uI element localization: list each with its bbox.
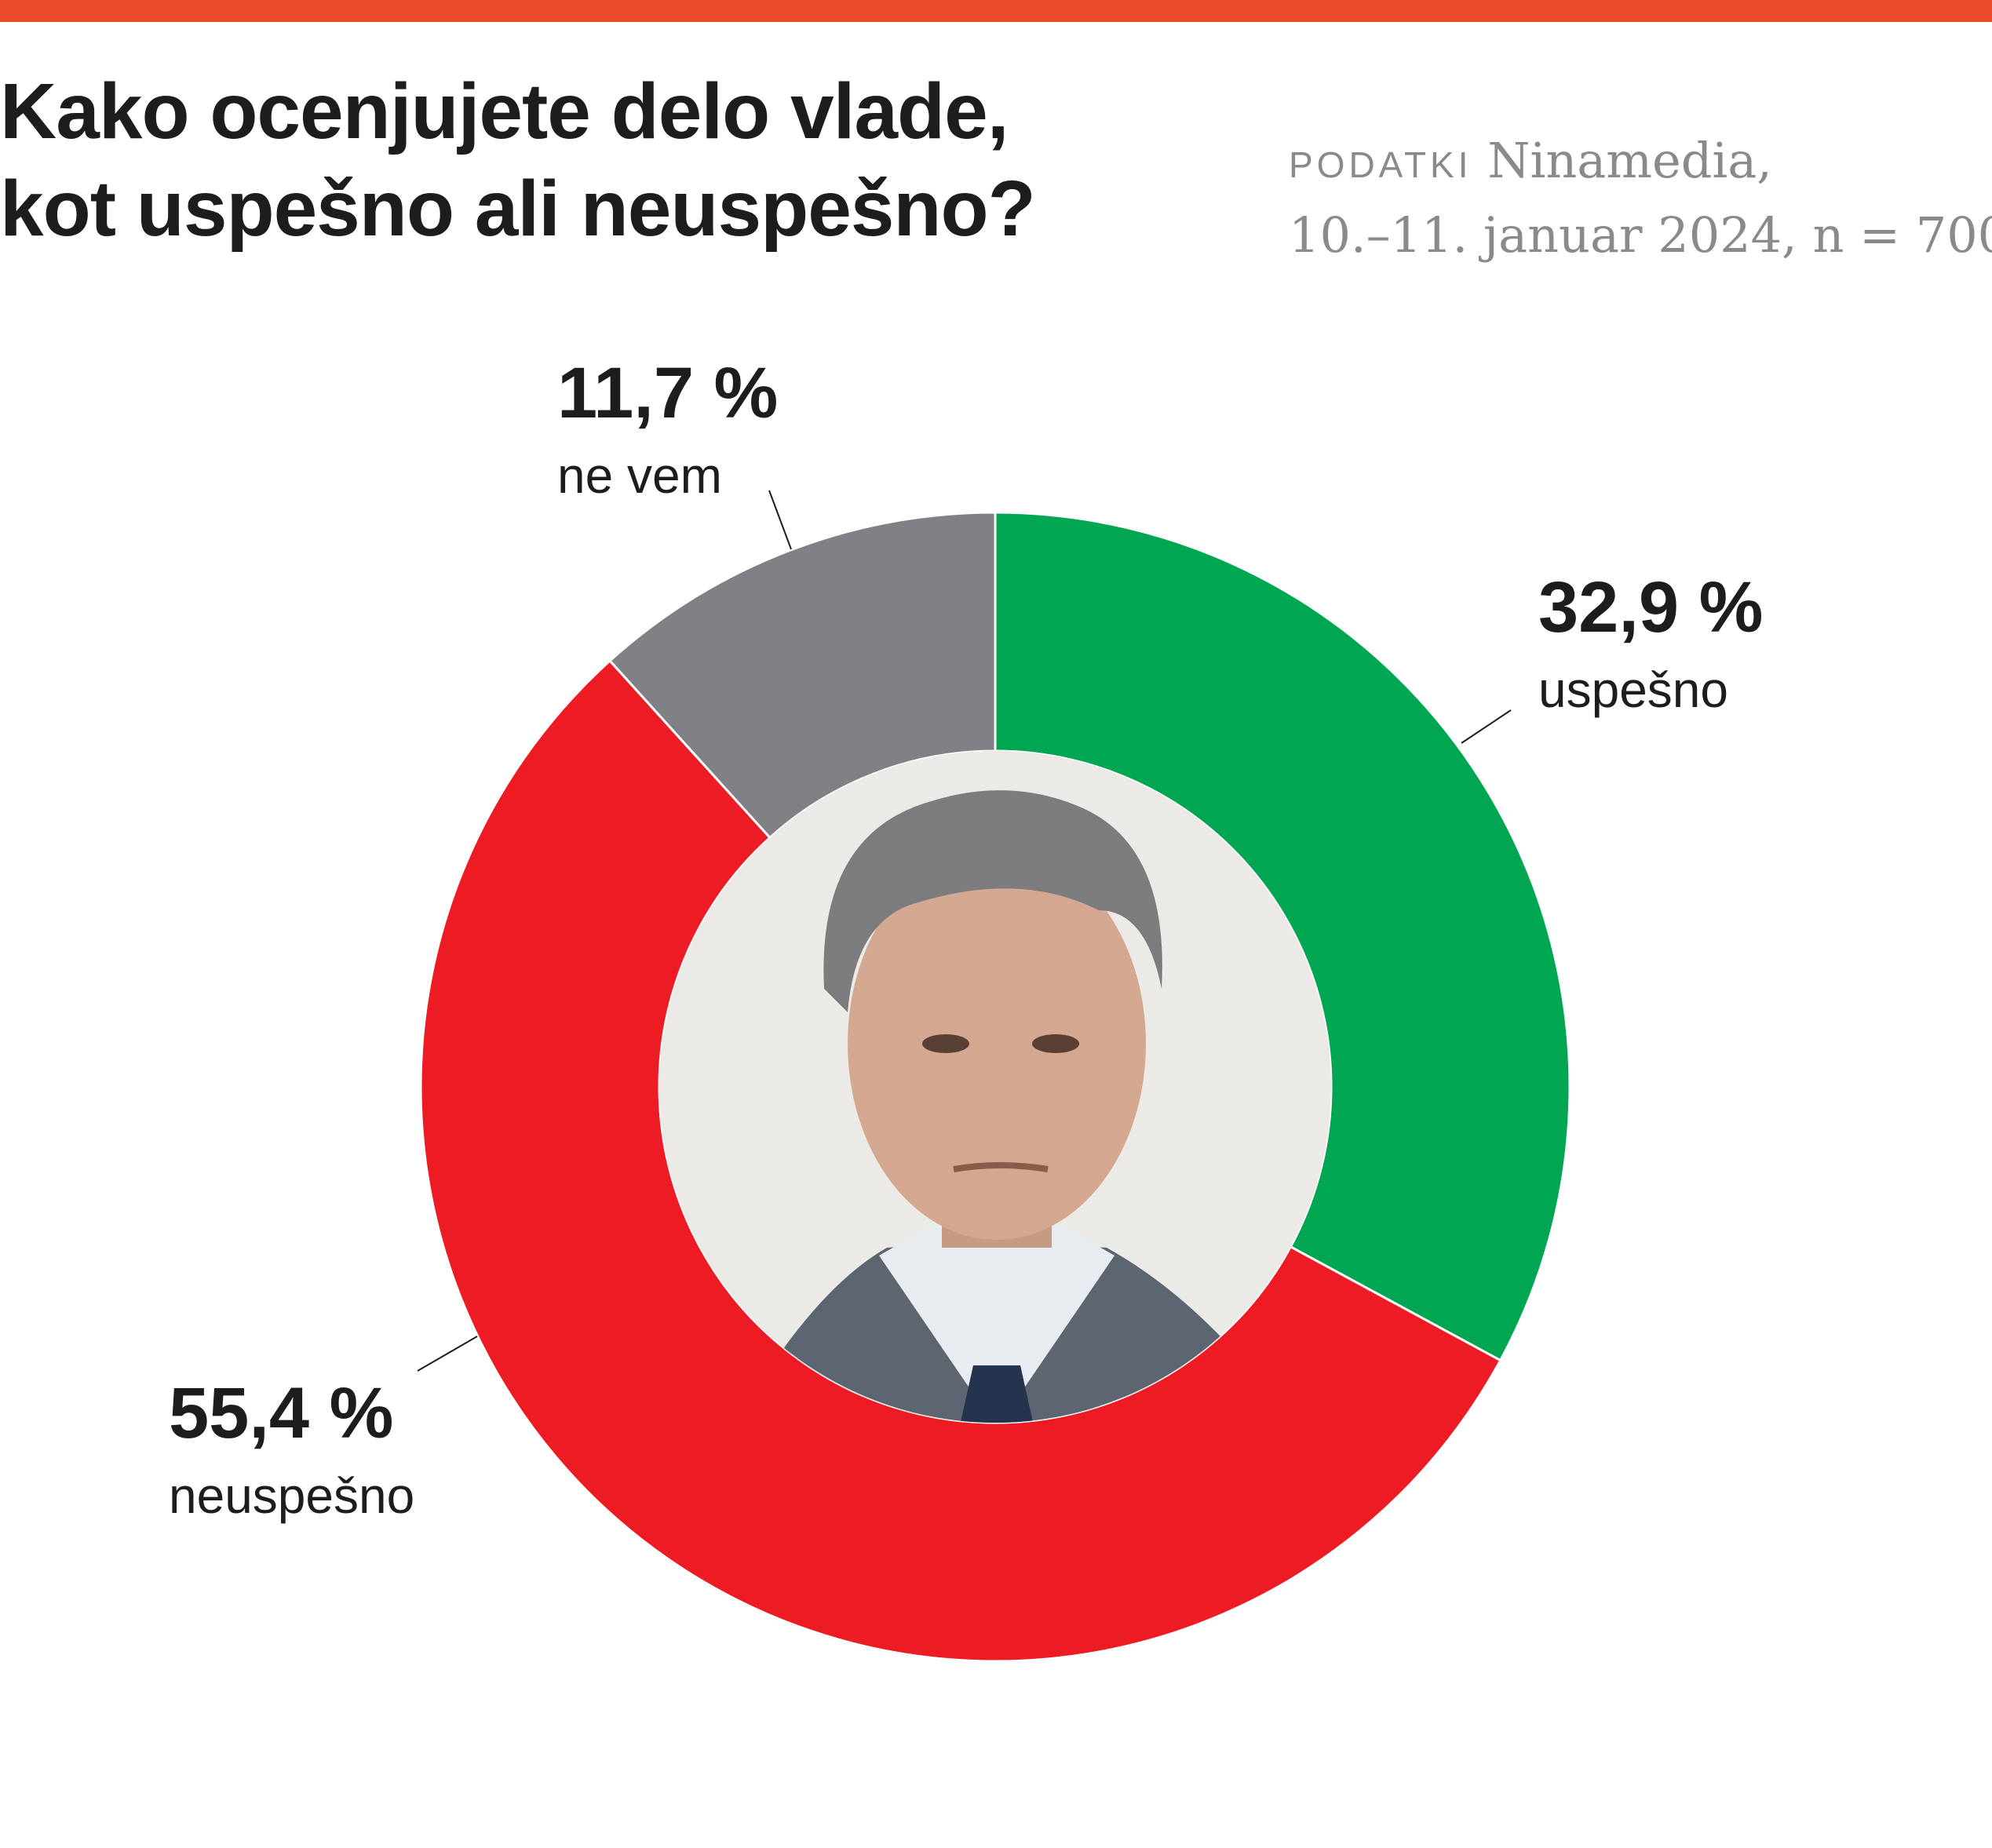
portrait-mouth — [953, 1162, 1049, 1172]
portrait-shirt — [879, 1224, 1115, 1423]
value-label-uspešno: 32,9 % — [1538, 567, 1763, 647]
category-label-ne-vem: ne vem — [557, 447, 722, 504]
title-line-1: Kako ocenjujete delo vlade, — [0, 67, 1009, 155]
leader-line-ne-vem — [768, 490, 792, 550]
portrait-figure — [753, 790, 1256, 1423]
slice-uspešno — [994, 511, 1571, 1362]
leader-line-uspešno — [1461, 709, 1512, 744]
center-portrait — [659, 751, 1331, 1423]
portrait-eye-left — [922, 1034, 969, 1053]
source-name: Ninamedia, — [1487, 132, 1772, 189]
top-accent-bar — [0, 0, 1992, 22]
leader-lines — [417, 490, 1512, 1372]
portrait-face — [848, 847, 1146, 1240]
portrait-hair — [823, 790, 1162, 1012]
donut-slices — [419, 511, 1571, 1663]
value-label-ne-vem: 11,7 % — [557, 353, 778, 433]
portrait-tie — [958, 1365, 1036, 1423]
value-label-neuspešno: 55,4 % — [169, 1373, 393, 1453]
leader-line-neuspešno — [417, 1336, 478, 1372]
slice-labels: 32,9 % uspešno 55,4 % neuspešno 11,7 % ne vem — [169, 353, 1763, 1524]
category-label-neuspešno: neuspešno — [169, 1467, 414, 1524]
chart-title: Kako ocenjujete delo vlade, kot uspešno … — [0, 63, 1177, 257]
source-label: PODATKI — [1289, 144, 1472, 185]
category-label-uspešno: uspešno — [1538, 662, 1728, 718]
title-line-2: kot uspešno ali neuspešno? — [0, 165, 1036, 253]
portrait-eye-right — [1032, 1034, 1079, 1053]
source-note: PODATKI Ninamedia, 10.–11. januar 2024, … — [1289, 126, 1992, 271]
source-details: 10.–11. januar 2024, n = 700 — [1289, 206, 1992, 264]
